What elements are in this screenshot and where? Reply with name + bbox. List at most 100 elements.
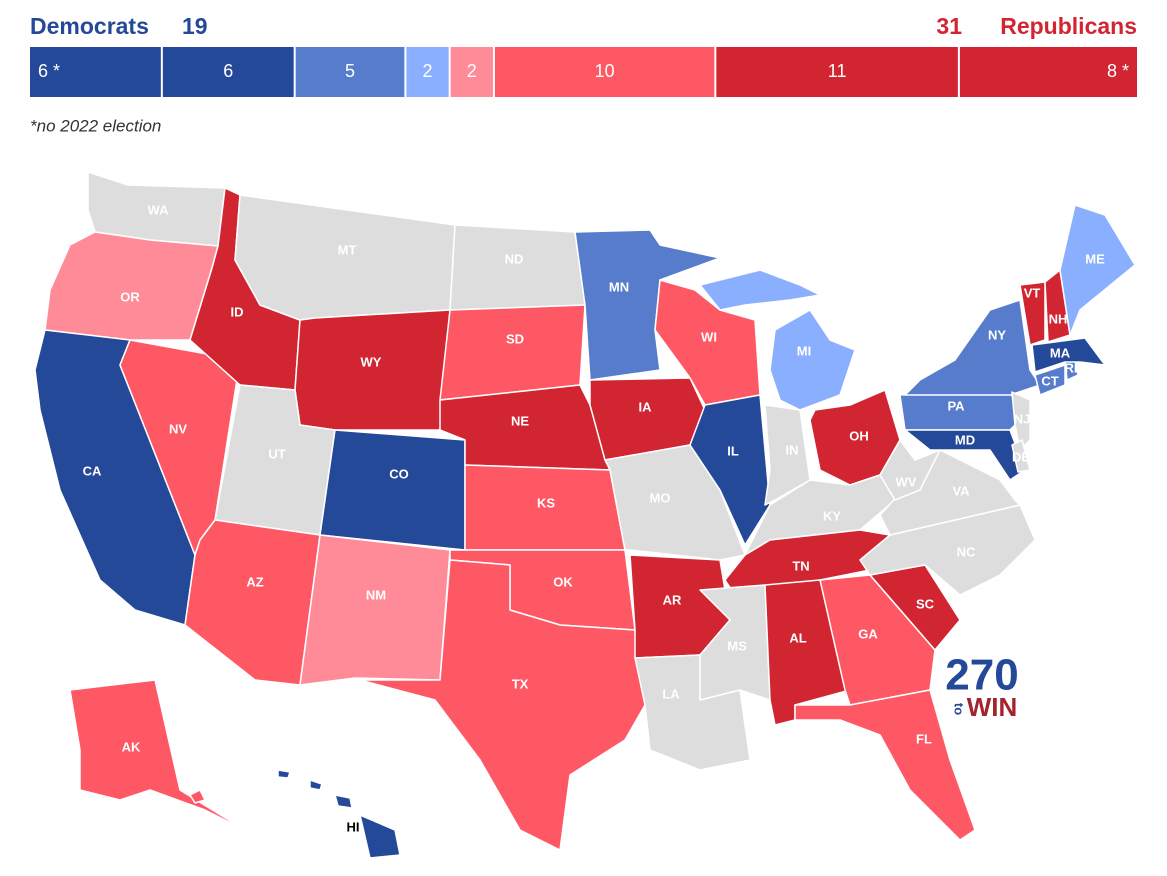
segment-label: 10 xyxy=(595,61,615,81)
state-label: VT xyxy=(1024,285,1041,300)
logo-to: to xyxy=(952,703,967,715)
state-label: MS xyxy=(727,638,747,653)
segment-label: 6 xyxy=(223,61,233,81)
state-label: MA xyxy=(1050,345,1071,360)
right-total: 31 xyxy=(936,13,962,39)
state-shape xyxy=(1059,204,1136,336)
state-shape xyxy=(1011,439,1031,473)
state-label: OR xyxy=(120,289,140,304)
state-shape xyxy=(1011,391,1031,451)
state-label: MT xyxy=(338,242,357,257)
state-label: SD xyxy=(506,331,524,346)
state-label: HI xyxy=(347,819,360,834)
state-label: WI xyxy=(701,329,717,344)
right-party: Republicans xyxy=(1000,13,1137,39)
state-label: OH xyxy=(849,428,869,443)
state-shape xyxy=(1019,281,1046,346)
state-label: IA xyxy=(639,399,653,414)
state-label: WY xyxy=(361,354,382,369)
state-label: AZ xyxy=(246,574,263,589)
state-label: ME xyxy=(1085,251,1105,266)
state-label: FL xyxy=(916,731,932,746)
bar-segment xyxy=(295,47,405,97)
state-label: AK xyxy=(122,739,141,754)
state-shape xyxy=(234,194,456,321)
state-shape xyxy=(879,449,1021,536)
state-labels: WA OR CA NV ID MT WY UT CO AZ NM ND SD NE KS OK TX MN IA MO… xyxy=(83,202,1105,834)
state-label: ID xyxy=(231,304,244,319)
state-shape xyxy=(439,304,586,401)
state-shape xyxy=(689,394,771,546)
bar-segment xyxy=(494,47,715,97)
state-label: ND xyxy=(505,251,524,266)
state-label: TN xyxy=(792,558,809,573)
state-shape xyxy=(764,404,811,506)
segment-label: 2 xyxy=(467,61,477,81)
state-label: MI xyxy=(797,343,811,358)
state-shape xyxy=(69,679,246,831)
state-label: NM xyxy=(366,587,386,602)
state-label: IN xyxy=(786,442,799,457)
bar-segment xyxy=(406,47,449,97)
state-label: KS xyxy=(537,495,555,510)
state-shape xyxy=(904,299,1041,396)
state-shape xyxy=(359,814,401,859)
state-label: CT xyxy=(1041,373,1058,388)
state-shape xyxy=(184,519,321,686)
state-shape xyxy=(1031,337,1106,373)
state-label: OK xyxy=(553,574,573,589)
state-shape xyxy=(859,504,1036,596)
state-shape xyxy=(794,689,976,841)
state-shape xyxy=(769,309,856,411)
bar-segment xyxy=(30,47,161,97)
state-shape xyxy=(359,559,646,851)
state-shape xyxy=(334,794,353,809)
state-shape xyxy=(309,779,323,791)
state-label: MN xyxy=(609,279,629,294)
state-label: NC xyxy=(957,544,976,559)
state-label: NJ xyxy=(1014,411,1031,426)
state-label: VA xyxy=(952,483,970,498)
state-label: CA xyxy=(83,463,102,478)
state-label: SC xyxy=(916,596,935,611)
state-shape xyxy=(319,429,466,551)
state-label: NE xyxy=(511,413,529,428)
left-total: 19 xyxy=(182,13,208,39)
state-label: WV xyxy=(896,474,917,489)
bar-segment xyxy=(450,47,493,97)
state-shape xyxy=(294,309,451,431)
state-label: AL xyxy=(789,630,806,645)
left-party: Democrats xyxy=(30,13,149,39)
state-shape xyxy=(299,534,451,686)
state-shape xyxy=(1034,364,1066,396)
footnote: *no 2022 election xyxy=(30,116,161,135)
state-label: NV xyxy=(169,421,187,436)
state-label: LA xyxy=(662,686,680,701)
state-shape xyxy=(189,789,206,804)
segment-label: 8 * xyxy=(1107,61,1129,81)
state-label: TX xyxy=(512,676,529,691)
state-label: UT xyxy=(268,446,285,461)
logo-win: WIN xyxy=(967,692,1018,722)
state-shape xyxy=(904,429,1026,481)
state-label: KY xyxy=(823,508,841,523)
state-shape xyxy=(449,224,586,311)
state-label: NH xyxy=(1049,311,1068,326)
state-label: AR xyxy=(663,592,682,607)
state-label: PA xyxy=(947,398,965,413)
bar-segment xyxy=(162,47,294,97)
state-label: IL xyxy=(727,443,739,458)
states xyxy=(34,171,1136,859)
segment-label: 5 xyxy=(345,61,355,81)
segment-label: 11 xyxy=(828,61,847,81)
bar-segment xyxy=(959,47,1137,97)
state-label: CO xyxy=(389,466,409,481)
state-shape xyxy=(44,231,219,341)
segment-label: 2 xyxy=(423,61,433,81)
state-label: MD xyxy=(955,432,975,447)
seats-bar: 6 * 6 5 2 2 10 11 8 * xyxy=(30,47,1137,97)
state-label: MO xyxy=(650,490,671,505)
state-label: NY xyxy=(988,327,1006,342)
logo-number: 270 xyxy=(945,651,1018,700)
